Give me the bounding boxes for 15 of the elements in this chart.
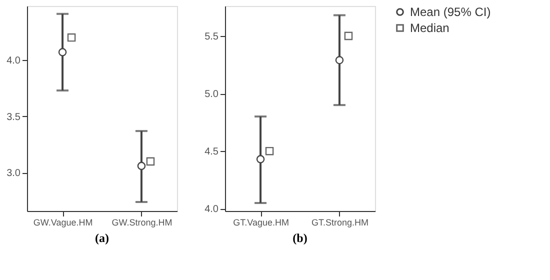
x-axis-title: (b) bbox=[292, 231, 308, 245]
legend-label: Mean (95% CI) bbox=[410, 5, 491, 19]
x-tick-label: GW.Strong.HM bbox=[112, 218, 172, 228]
legend-label: Median bbox=[410, 21, 450, 35]
x-tick-label: GT.Strong.HM bbox=[311, 218, 368, 228]
y-tick-label: 5.5 bbox=[204, 31, 219, 42]
y-tick-label: 5.0 bbox=[204, 89, 219, 100]
y-tick-label: 3.0 bbox=[6, 168, 21, 180]
y-tick-label: 4.5 bbox=[204, 146, 219, 158]
x-tick-label: GW.Vague.HM bbox=[33, 218, 93, 228]
y-tick-label: 4.0 bbox=[204, 204, 219, 216]
y-tick-label: 4.0 bbox=[6, 56, 21, 67]
x-axis-title: (a) bbox=[95, 231, 109, 245]
y-tick-label: 3.5 bbox=[6, 112, 21, 123]
x-tick-label: GT.Vague.HM bbox=[233, 218, 289, 228]
